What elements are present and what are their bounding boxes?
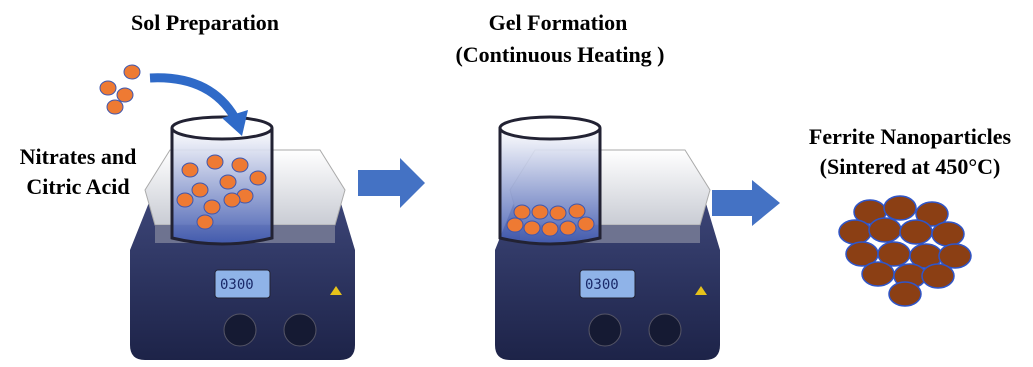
beaker <box>500 117 600 244</box>
arrow <box>358 158 425 208</box>
step-title: Ferrite Nanoparticles <box>809 124 1012 149</box>
display: 0300 <box>585 277 619 293</box>
arrow <box>712 180 780 226</box>
step-subtitle: (Continuous Heating ) <box>455 42 664 67</box>
step-title: Gel Formation <box>489 10 628 35</box>
step-title: Sol Preparation <box>131 10 279 35</box>
nanoparticles <box>839 196 971 306</box>
input-label: Citric Acid <box>26 174 129 199</box>
step-subtitle: (Sintered at 450°C) <box>820 154 1001 179</box>
beaker <box>172 117 272 244</box>
input-label: Nitrates and <box>20 144 137 169</box>
diagram: Sol Preparation Gel Formation (Continuou… <box>0 0 1033 367</box>
display: 0300 <box>220 277 254 293</box>
